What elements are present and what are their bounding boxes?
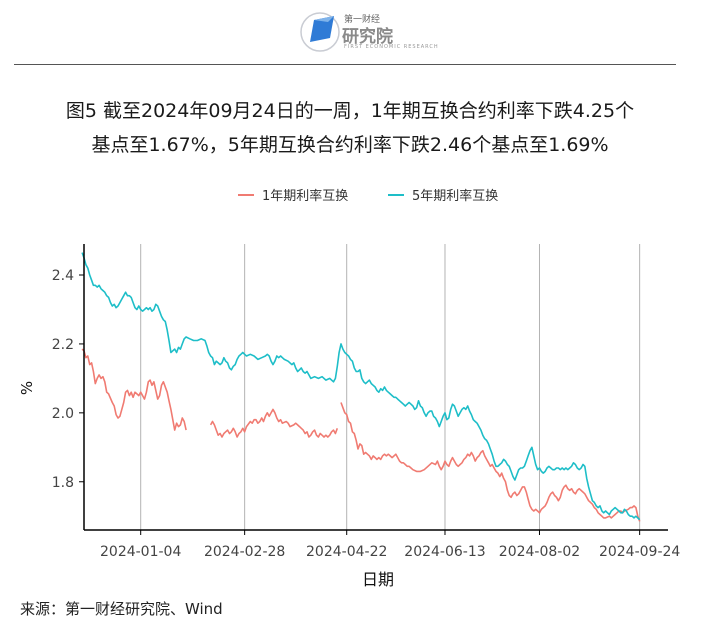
chart-legend: 1年期利率互换 5年期利率互换 [238,188,498,204]
source-note: 来源：第一财经研究院、Wind [20,600,223,618]
legend-label-5y: 5年期利率互换 [412,188,498,204]
x-axis-label: 日期 [362,570,394,589]
legend-label-1y: 1年期利率互换 [262,188,348,204]
line-chart: 1年期利率互换 5年期利率互换 1.82.02.22.4 2024-01-04 2… [18,188,680,589]
logo-main-text: 研究院 [342,27,393,47]
x-tick-label-3: 2024-06-13 [404,544,485,560]
chart-gridlines [140,244,641,530]
x-tick-labels: 2024-01-04 2024-02-28 2024-04-22 2024-06-13… [100,530,680,560]
chart-title-line1: 图5 截至2024年09月24日的一周，1年期互换合约利率下跌4.25个 [65,100,635,122]
x-tick-label-4: 2024-08-02 [499,544,580,560]
x-tick-label-1: 2024-02-28 [204,544,285,560]
chart-title: 图5 截至2024年09月24日的一周，1年期互换合约利率下跌4.25个 基点至… [10,94,690,162]
brand-logo: 第一财经 研究院 FIRST ECONOMIC RESEARCH [300,8,440,56]
series-line-5y [81,252,641,521]
y-tick-label-1: 2.0 [52,406,74,422]
x-tick-label-0: 2024-01-04 [100,544,181,560]
logo-sub-text: FIRST ECONOMIC RESEARCH [344,44,439,50]
y-tick-label-2: 2.2 [52,337,74,353]
x-tick-label-2: 2024-04-22 [306,544,387,560]
y-tick-label-3: 2.4 [52,268,74,284]
chart-title-line2: 基点至1.67%，5年期互换合约利率下跌2.46个基点至1.69% [91,134,609,156]
header-divider [14,64,676,65]
logo-emblem-icon [300,12,340,52]
y-tick-label-0: 1.8 [52,475,74,491]
chart-series [81,252,641,522]
chart-axes [83,244,668,531]
series-line-1y [81,348,641,522]
x-tick-label-5: 2024-09-24 [599,544,680,560]
y-tick-labels: 1.8 2.0 2.2 2.4 [52,268,84,491]
y-axis-label: % [18,381,36,395]
logo-top-text: 第一财经 [344,15,381,25]
